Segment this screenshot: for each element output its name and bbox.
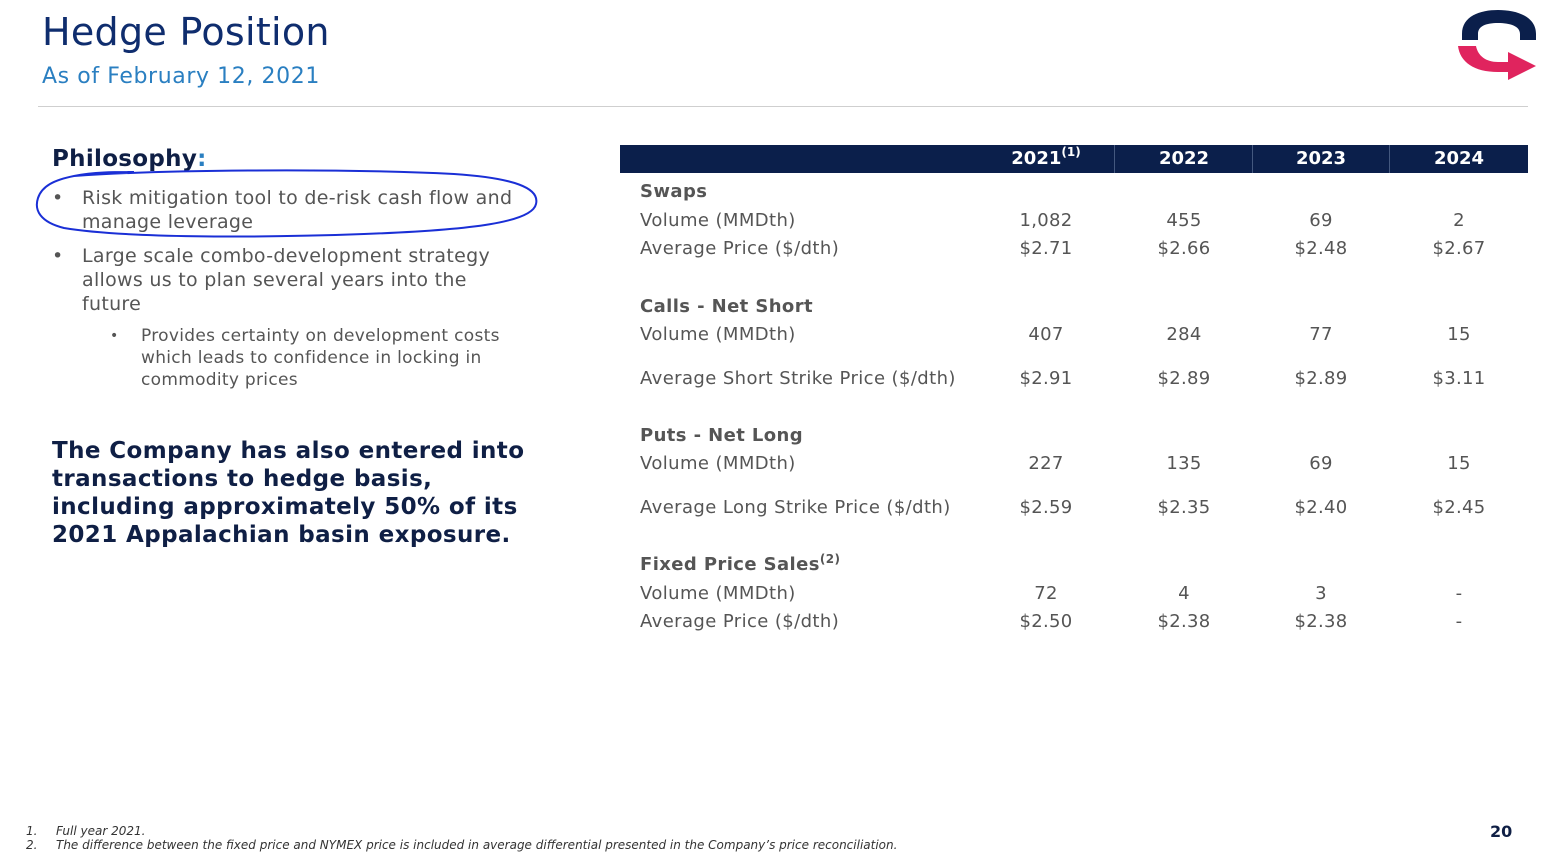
header-divider-line [1389,145,1390,173]
table-cell: $2.38 [1157,611,1211,632]
table-cell: - [1455,611,1463,632]
table-cell: $3.11 [1432,368,1486,389]
column-header-2024: 2024 [1433,148,1485,169]
table-cell: 69 [1309,453,1333,474]
bullet-dot: • [110,328,119,344]
philosophy-bullet: • Large scale combo-development strategy… [52,244,522,316]
column-header-2023: 2023 [1295,148,1347,169]
table-cell: $2.91 [1019,368,1073,389]
row-label: Volume (MMDth) [640,583,796,604]
row-label: Volume (MMDth) [640,210,796,231]
table-cell: 407 [1028,324,1064,345]
table-cell: 72 [1034,583,1058,604]
table-cell: $2.59 [1019,497,1073,518]
bullet-text: Risk mitigation tool to de-risk cash flo… [82,187,513,233]
table-cell: 455 [1166,210,1202,231]
footnote-number: 1. [26,824,38,838]
table-cell: 1,082 [1019,210,1073,231]
section-heading-text: Fixed Price Sales [640,554,820,575]
header-divider [38,106,1528,107]
table-cell: 15 [1447,324,1471,345]
row-label: Average Price ($/dth) [640,611,840,632]
footnotes: 1. Full year 2021. 2. The difference bet… [26,824,897,852]
table-cell: $2.66 [1157,238,1211,259]
footnote-number: 2. [26,838,38,852]
table-cell: 2 [1453,210,1465,231]
table-cell: 284 [1166,324,1202,345]
table-cell: $2.45 [1432,497,1486,518]
footnote: 1. Full year 2021. [26,824,897,838]
page-title: Hedge Position [42,10,330,54]
sub-bullet-text: Provides certainty on development costs … [141,326,500,390]
row-label: Volume (MMDth) [640,453,796,474]
hand-drawn-ellipse-annotation [35,169,538,238]
bullet-text: Large scale combo-development strategy a… [82,245,490,315]
header-divider-line [1252,145,1253,173]
table-cell: 227 [1028,453,1064,474]
table-cell: 4 [1178,583,1190,604]
column-header-label: 2021 [1011,148,1062,169]
section-heading-swaps: Swaps [640,181,708,202]
section-heading-footnote: (2) [819,552,841,566]
page-number: 20 [1490,822,1513,841]
column-header-footnote: (1) [1061,145,1081,159]
column-header-2022: 2022 [1158,148,1210,169]
table-cell: $2.35 [1157,497,1211,518]
row-label: Average Short Strike Price ($/dth) [640,368,956,389]
philosophy-sub-bullet: • Provides certainty on development cost… [110,325,530,391]
philosophy-heading-text: Philosophy [52,146,198,172]
section-heading-fixed-price-sales: Fixed Price Sales(2) [640,552,841,575]
table-cell: 135 [1166,453,1202,474]
table-cell: $2.67 [1432,238,1486,259]
table-cell: $2.89 [1294,368,1348,389]
table-cell: $2.38 [1294,611,1348,632]
table-cell: 3 [1315,583,1327,604]
table-cell: $2.50 [1019,611,1073,632]
table-cell: $2.40 [1294,497,1348,518]
philosophy-bullet: • Risk mitigation tool to de-risk cash f… [52,186,522,234]
table-cell: $2.48 [1294,238,1348,259]
table-header: 2021(1) 2022 2023 2024 [620,145,1528,173]
section-heading-calls: Calls - Net Short [640,296,813,317]
page-subtitle: As of February 12, 2021 [42,64,320,89]
table-cell: 69 [1309,210,1333,231]
bullet-dot: • [52,245,64,267]
table-cell: 15 [1447,453,1471,474]
footnote-text: Full year 2021. [56,824,146,838]
section-heading-puts: Puts - Net Long [640,425,804,446]
table-cell: $2.71 [1019,238,1073,259]
table-cell: 77 [1309,324,1333,345]
row-label: Volume (MMDth) [640,324,796,345]
header-divider-line [1114,145,1115,173]
row-label: Average Price ($/dth) [640,238,840,259]
bullet-dot: • [52,187,64,209]
row-label: Average Long Strike Price ($/dth) [640,497,951,518]
philosophy-heading-colon: : [197,146,207,172]
company-logo-icon [1458,10,1536,80]
philosophy-heading: Philosophy: [52,146,207,172]
company-statement: The Company has also entered into transa… [52,438,525,548]
table-cell: $2.89 [1157,368,1211,389]
column-header-2021: 2021(1) [990,145,1102,173]
footnote-text: The difference between the fixed price a… [56,838,898,852]
footnote: 2. The difference between the fixed pric… [26,838,897,852]
table-cell: - [1455,583,1463,604]
